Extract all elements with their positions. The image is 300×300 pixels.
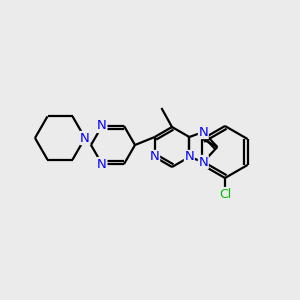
Text: Cl: Cl xyxy=(219,188,231,200)
Text: N: N xyxy=(198,155,208,169)
Text: N: N xyxy=(97,119,107,132)
Text: N: N xyxy=(184,151,194,164)
Text: N: N xyxy=(97,158,107,171)
Text: N: N xyxy=(80,131,90,145)
Text: N: N xyxy=(150,151,160,164)
Text: N: N xyxy=(198,125,208,139)
